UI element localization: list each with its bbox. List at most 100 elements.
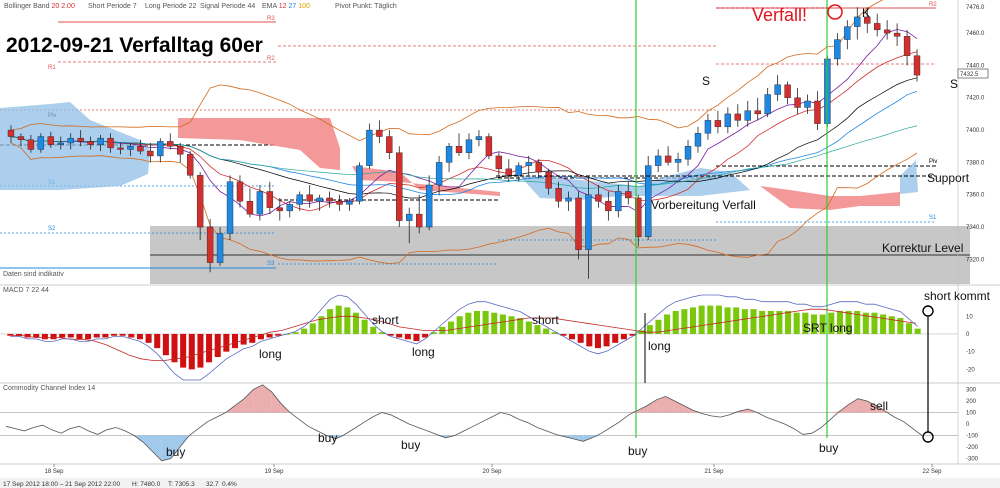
macd-bar [145, 333, 152, 343]
cci-oversold-area [161, 435, 171, 461]
macd-bar [171, 333, 178, 363]
candle-body [77, 137, 84, 142]
candle-body [874, 23, 881, 31]
candle-body [97, 137, 104, 145]
macd-bar [448, 321, 455, 334]
candle-body [913, 55, 921, 76]
macd-label-long-2: long [412, 345, 435, 359]
cci-tick-label: 0 [966, 422, 970, 428]
candle-body [246, 200, 254, 215]
cci-header: Commodity Channel Index 14 [3, 385, 95, 392]
candle-body [804, 100, 811, 108]
macd-bar [482, 310, 489, 334]
macd-bar [664, 314, 671, 334]
cci-tick-label: 200 [966, 399, 977, 405]
macd-bar [33, 333, 40, 338]
candle-body [276, 207, 283, 212]
candle-body [654, 155, 662, 166]
cci-overbought-area [665, 396, 675, 413]
macd-bar [525, 321, 532, 334]
macd-bar [888, 316, 895, 334]
cci-overbought-area [262, 384, 272, 413]
macd-bar [15, 333, 22, 336]
macd-bar [197, 333, 204, 368]
candle-body [425, 184, 433, 228]
macd-bar [698, 305, 705, 334]
cci-oversold-area [592, 435, 602, 438]
macd-bar [862, 312, 869, 334]
price-tick-label: 7360.0 [966, 193, 985, 199]
macd-label-short-2: short [532, 313, 559, 327]
candle-body [595, 194, 602, 202]
candle-body [664, 155, 672, 163]
candle-body [366, 129, 373, 166]
pivot-label-s2: S2 [48, 226, 56, 232]
cci-overbought-area [857, 398, 868, 413]
x-tick-label: 22 Sep [922, 469, 942, 475]
candle-body [236, 181, 244, 202]
status-high: H: 7480.0 [132, 481, 161, 488]
cloud-blue-3 [900, 160, 918, 194]
candle-body [346, 200, 353, 205]
candle-body [635, 197, 642, 237]
chart-title: 2012-09-21 Verfalltag 60er [6, 34, 263, 57]
candle-body [316, 197, 323, 202]
macd-header: MACD 7 22 44 [3, 287, 49, 294]
macd-bar [422, 333, 429, 338]
status-low: T: 7305.3 [168, 481, 195, 488]
candle-body [87, 141, 94, 145]
cci-oversold-area [152, 435, 162, 461]
macd-bar [76, 333, 83, 340]
cloud-red-3 [760, 186, 900, 210]
pivot-label-r3: R3 [267, 16, 275, 22]
macd-bar [603, 333, 610, 347]
candle-body [475, 136, 483, 140]
macd-bar [776, 310, 783, 334]
pivot-header-label: Pivot Punkt: Täglich [335, 3, 397, 10]
candle-body [187, 154, 194, 176]
candle-body [435, 162, 443, 186]
macd-bar [413, 333, 420, 342]
cci-circle [922, 431, 934, 443]
cci-overbought-area [656, 396, 666, 413]
macd-bar [793, 312, 800, 334]
macd-bar [577, 333, 584, 343]
cci-oversold-area [573, 435, 584, 442]
macd-bar [906, 323, 913, 334]
candle-body [694, 133, 702, 147]
macd-bar [396, 333, 403, 338]
candle-body [7, 129, 15, 137]
cci-overbought-area [674, 400, 684, 413]
srt-long-label: SRT long [803, 321, 853, 335]
macd-bar [551, 332, 558, 334]
current-price-tag [957, 68, 989, 79]
candle-body [455, 146, 463, 153]
macd-bar [249, 333, 256, 343]
macd-bar [655, 319, 662, 334]
macd-bar [387, 333, 394, 336]
macd-bar [473, 310, 480, 334]
macd-bar [7, 333, 14, 336]
macd-bar [404, 333, 411, 340]
candle-body [416, 213, 423, 228]
candle-body [485, 136, 493, 157]
macd-bar [724, 307, 731, 334]
candle-body [903, 36, 911, 56]
macd-bar [594, 333, 601, 349]
cci-overbought-area [848, 398, 858, 413]
candle-body [515, 165, 522, 176]
candle-body [734, 113, 741, 121]
candle-body [216, 233, 224, 263]
cci-overbought-area [647, 399, 657, 413]
cci-line [5, 384, 923, 462]
candle-body [396, 152, 403, 221]
macd-tick-label: -20 [966, 367, 975, 373]
macd-bar [638, 330, 645, 334]
short-kommt-label: short kommt [924, 289, 991, 303]
macd-bar [741, 309, 748, 334]
candle-body [893, 32, 901, 37]
candle-body [445, 146, 453, 163]
candle-body [864, 16, 871, 24]
